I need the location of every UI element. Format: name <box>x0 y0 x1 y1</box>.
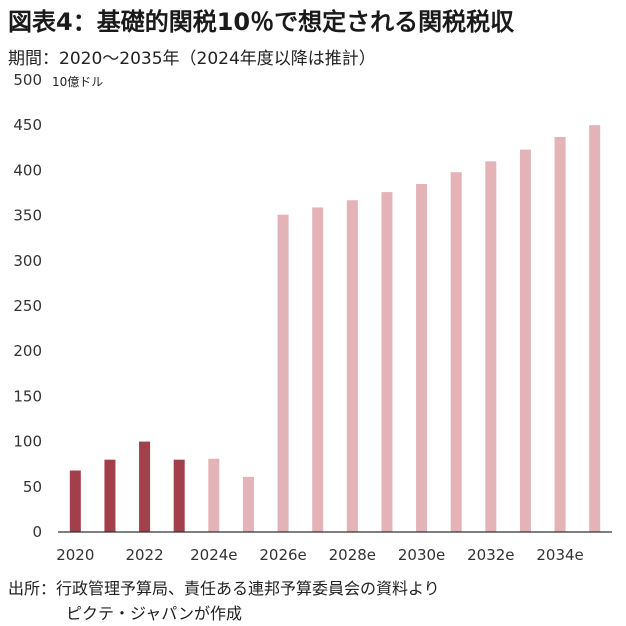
bar-2033e <box>519 149 531 532</box>
x-tick-label: 2034e <box>536 546 583 564</box>
x-tick-label: 2020 <box>56 546 94 564</box>
bar-2020 <box>69 470 81 532</box>
y-tick-label: 300 <box>13 252 42 270</box>
bar-2029e <box>381 192 393 532</box>
bar-2034e <box>554 136 566 532</box>
bar-2030e <box>416 183 428 532</box>
bar-2022 <box>139 441 151 532</box>
chart-title: 図表4：基礎的関税10％で想定される関税税収 <box>8 8 515 36</box>
x-tick-label: 2026e <box>259 546 306 564</box>
y-tick-label: 200 <box>13 342 42 360</box>
y-tick-label: 250 <box>13 297 42 315</box>
x-axis: 2020 2022 2024e 2026e 2028e 2030e 2032e 2034e <box>56 531 612 564</box>
y-tick-label: 500 <box>13 71 42 89</box>
bar-2025e <box>242 476 254 532</box>
bar-2027e <box>312 207 324 533</box>
bars <box>69 125 601 533</box>
x-tick-label: 2024e <box>190 546 237 564</box>
y-tick-label: 50 <box>23 478 42 496</box>
y-tick-label: 400 <box>13 161 42 179</box>
y-tick-label: 450 <box>13 116 42 134</box>
source-note-continued: ピクテ・ジャパンが作成 <box>66 604 243 623</box>
chart-subtitle: 期間：2020～2035年（2024年度以降は推計） <box>8 49 376 69</box>
x-tick-label: 2022 <box>125 546 163 564</box>
x-tick-label: 2030e <box>398 546 445 564</box>
bar-2021 <box>104 459 116 532</box>
y-unit-label: 10億ドル <box>52 75 103 89</box>
bar-2026e <box>277 214 289 533</box>
y-tick-label: 150 <box>13 387 42 405</box>
x-tick-label: 2032e <box>467 546 514 564</box>
bar-2024e <box>208 458 220 532</box>
y-tick-label: 350 <box>13 207 42 225</box>
source-note: 出所：行政管理予算局、責任ある連邦予算委員会の資料より <box>8 579 440 598</box>
bar-2031e <box>450 172 462 532</box>
y-tick-label: 0 <box>32 523 42 541</box>
bar-2035e <box>589 125 601 532</box>
bar-2023 <box>173 459 185 532</box>
bar-2028e <box>346 200 358 532</box>
y-axis: 0 50 100 150 200 250 300 350 400 450 500 <box>13 71 42 541</box>
y-tick-label: 100 <box>13 433 42 451</box>
bar-2032e <box>485 161 497 533</box>
x-tick-label: 2028e <box>329 546 376 564</box>
